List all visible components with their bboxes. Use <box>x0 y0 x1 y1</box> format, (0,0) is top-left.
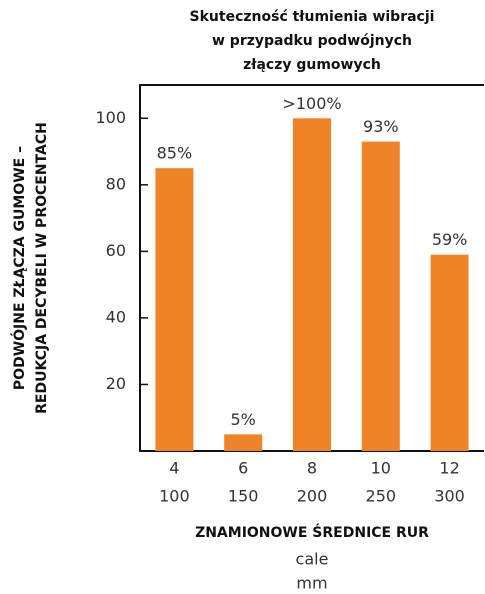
data-label: 85% <box>157 144 193 163</box>
x-tick-label: 6 <box>238 459 248 478</box>
chart-title: w przypadku podwójnych <box>212 33 412 49</box>
chart-title: złączy gumowych <box>243 57 381 73</box>
x-tick-label: 4 <box>169 459 179 478</box>
x-tick-label: 10 <box>371 459 391 478</box>
data-label: 93% <box>363 117 399 136</box>
bar <box>430 254 469 451</box>
x-tick-label: 200 <box>297 487 328 506</box>
y-tick-label: 60 <box>106 241 126 260</box>
x-axis-label: ZNAMIONOWE ŚREDNICE RUR <box>195 523 429 541</box>
y-tick-label: 80 <box>106 174 126 193</box>
x-tick-label: 250 <box>366 487 397 506</box>
y-axis-label: REDUKCJA DECYBELI W PROCENTACH <box>34 122 50 414</box>
data-label: 5% <box>231 410 256 429</box>
x-tick-label: 300 <box>434 487 465 506</box>
y-tick-label: 40 <box>106 307 126 326</box>
x-tick-label: 12 <box>439 459 459 478</box>
x-tick-label: 8 <box>307 459 317 478</box>
x-unit-label: cale <box>296 550 329 569</box>
x-tick-label: 100 <box>159 487 190 506</box>
x-tick-label: 150 <box>228 487 259 506</box>
bar <box>155 168 194 451</box>
bar <box>293 118 331 451</box>
y-tick-label: 100 <box>95 108 126 127</box>
bar <box>361 141 400 451</box>
y-tick-label: 20 <box>106 374 126 393</box>
bar <box>224 434 263 451</box>
data-label: 59% <box>432 230 468 249</box>
x-unit-label: mm <box>296 574 327 593</box>
data-label: >100% <box>282 94 341 113</box>
chart-title: Skuteczność tłumienia wibracji <box>190 9 435 25</box>
y-axis-label: PODWÓJNE ZŁĄCZA GUMOWE – <box>10 146 28 390</box>
